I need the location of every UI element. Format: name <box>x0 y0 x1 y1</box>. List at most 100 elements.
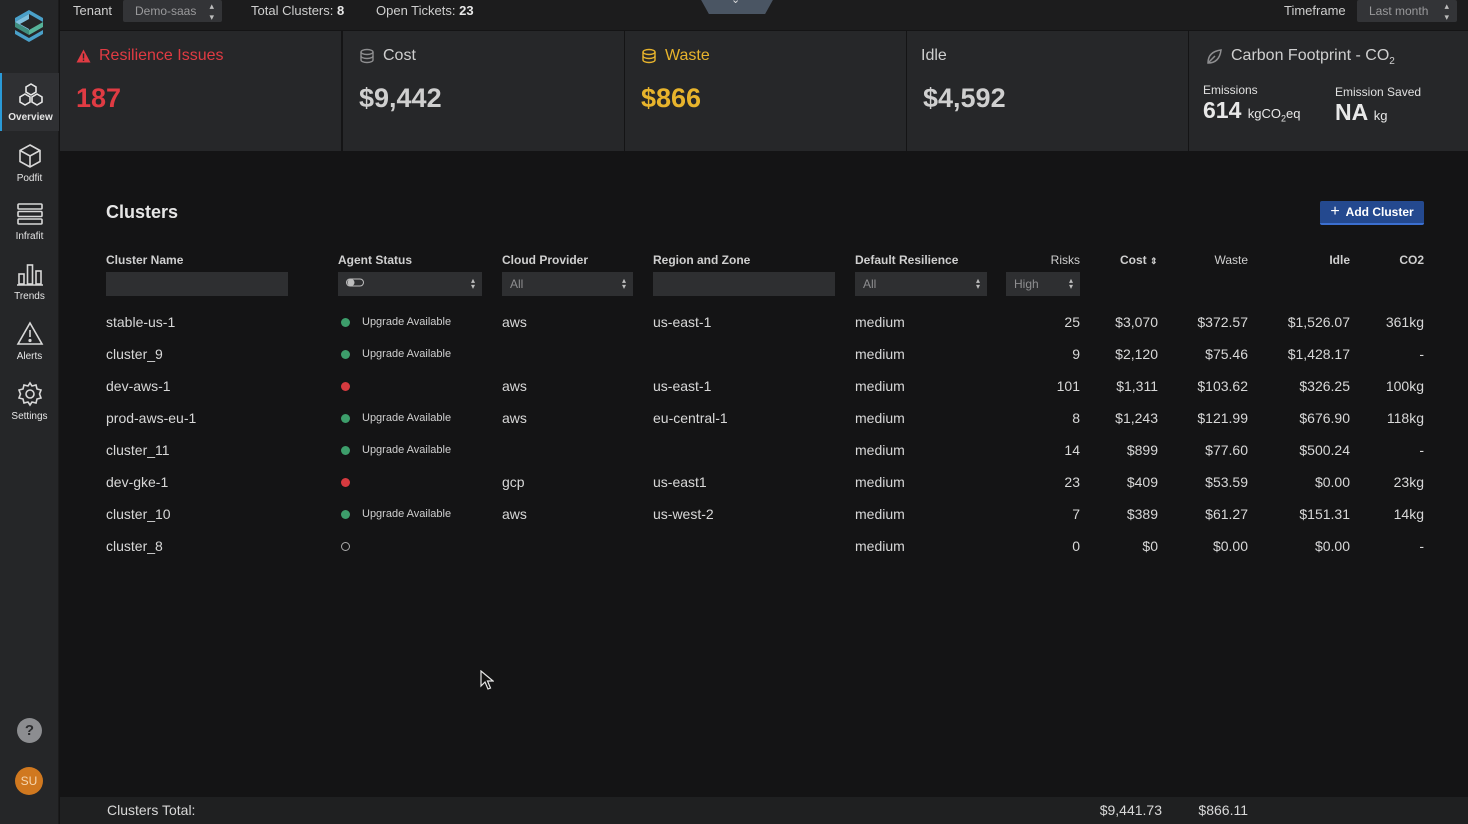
table-row[interactable]: cluster_8 medium 0 $0 $0.00 $0.00 - <box>0 530 1468 562</box>
cost: $0 <box>1142 538 1158 554</box>
collapse-tab[interactable]: ⌄ <box>700 0 774 14</box>
plus-icon: + <box>1330 203 1340 220</box>
clusters-total-bar: Clusters Total: $9,441.73 $866.11 <box>60 797 1468 824</box>
resilience-filter[interactable]: All ▴ ▾ <box>855 272 987 296</box>
sidebar-item-alerts[interactable]: Alerts <box>0 312 59 370</box>
kpi-idle-card[interactable]: Idle $4,592 <box>907 31 1188 151</box>
risks-filter[interactable]: High ▴ ▾ <box>1006 272 1080 296</box>
sidebar-item-overview[interactable]: Overview <box>0 73 59 131</box>
header-cloud-provider[interactable]: Cloud Provider <box>502 253 589 267</box>
sidebar-item-podfit[interactable]: Podfit <box>0 134 59 192</box>
agent-status-filter[interactable]: ▴ ▾ <box>338 272 482 296</box>
tenant-select-value: Demo-saas <box>135 4 197 18</box>
kpi-idle-value: $4,592 <box>923 83 1006 113</box>
waste: $103.62 <box>1197 378 1248 394</box>
cluster-name[interactable]: cluster_10 <box>106 506 171 522</box>
table-row[interactable]: stable-us-1 Upgrade Available aws us-east-1… <box>0 306 1468 338</box>
timeframe-select[interactable]: Last month ▴ ▾ <box>1357 0 1457 22</box>
resilience: medium <box>855 538 905 554</box>
avatar[interactable]: SU <box>15 767 43 795</box>
risks[interactable]: 7 <box>1072 506 1080 522</box>
sidebar-item-settings[interactable]: Settings <box>0 372 59 430</box>
kpi-waste-card[interactable]: Waste $866 <box>625 31 906 151</box>
warning-icon <box>16 321 43 345</box>
cloud-provider: aws <box>502 314 527 330</box>
timeframe-select-value: Last month <box>1369 4 1429 18</box>
tenant-select[interactable]: Demo-saas ▴ ▾ <box>123 0 222 22</box>
agent-status-text: Upgrade Available <box>362 316 452 328</box>
clusters-total-waste: $866.11 <box>1198 802 1248 818</box>
kpi-cost-card[interactable]: Cost $9,442 <box>343 31 624 151</box>
table-row[interactable]: prod-aws-eu-1 Upgrade Available aws eu-cent… <box>0 402 1468 434</box>
risks[interactable]: 25 <box>1064 314 1080 330</box>
header-cost[interactable]: Cost ⇕ <box>1120 253 1158 267</box>
kpi-title: Waste <box>641 47 710 65</box>
sidebar-item-infrafit[interactable]: Infrafit <box>0 192 59 250</box>
cluster-name[interactable]: prod-aws-eu-1 <box>106 410 197 426</box>
risks[interactable]: 9 <box>1072 346 1080 362</box>
risks[interactable]: 23 <box>1064 474 1080 490</box>
risks[interactable]: 14 <box>1064 442 1080 458</box>
risks[interactable]: 8 <box>1072 410 1080 426</box>
total-clusters-value: 8 <box>337 3 345 18</box>
cost: $899 <box>1126 442 1158 458</box>
timeframe-label: Timeframe <box>1284 3 1346 18</box>
topbar: Tenant Demo-saas ▴ ▾ Total Clusters: 8 Op… <box>60 0 1468 30</box>
header-co2[interactable]: CO2 <box>1399 253 1424 267</box>
cloud-provider-filter[interactable]: All ▴ ▾ <box>502 272 633 296</box>
resilience: medium <box>855 346 905 362</box>
sidebar-item-label: Overview <box>8 112 53 123</box>
risks-filter-value: High <box>1014 277 1039 291</box>
cost: $1,243 <box>1115 410 1158 426</box>
help-button[interactable]: ? <box>17 718 42 743</box>
cluster-name[interactable]: cluster_11 <box>106 442 170 458</box>
cube-icon <box>18 144 41 168</box>
co2: - <box>1419 538 1424 554</box>
cluster-name[interactable]: cluster_9 <box>106 346 163 362</box>
cluster-name[interactable]: stable-us-1 <box>106 314 176 330</box>
chevron-down-icon: ⌄ <box>731 0 741 6</box>
table-row[interactable]: cluster_10 Upgrade Available aws us-west-2 m… <box>0 498 1468 530</box>
cluster-name[interactable]: cluster_8 <box>106 538 163 554</box>
cost: $1,311 <box>1116 378 1158 394</box>
table-row[interactable]: cluster_9 Upgrade Available medium 9 $2,120 $… <box>0 338 1468 370</box>
risks[interactable]: 101 <box>1056 378 1080 394</box>
gear-icon <box>17 381 42 407</box>
header-waste[interactable]: Waste <box>1214 253 1248 267</box>
resilience: medium <box>855 442 905 458</box>
header-risks[interactable]: Risks <box>1050 253 1080 267</box>
resilience: medium <box>855 314 905 330</box>
table-row[interactable]: cluster_11 Upgrade Available medium 14 $899 $… <box>0 434 1468 466</box>
header-idle[interactable]: Idle <box>1329 253 1350 267</box>
kpi-waste-value: $866 <box>641 83 702 113</box>
kpi-carbon-card[interactable]: Carbon Footprint - CO2 Emissions 614 kgC… <box>1189 31 1468 151</box>
add-cluster-button[interactable]: + Add Cluster <box>1320 201 1424 225</box>
table-row[interactable]: dev-aws-1 aws us-east-1 medium 101 $1,311 $103… <box>0 370 1468 402</box>
coins-icon <box>642 48 656 64</box>
co2: 118kg <box>1386 410 1424 426</box>
cluster-name-filter[interactable] <box>106 272 288 296</box>
header-resilience[interactable]: Default Resilience <box>855 253 959 267</box>
agent-status-text: Upgrade Available <box>362 444 452 456</box>
kpi-title: Resilience Issues <box>76 47 224 65</box>
header-region[interactable]: Region and Zone <box>653 253 751 267</box>
header-cluster-name[interactable]: Cluster Name <box>106 253 184 267</box>
region: us-east-1 <box>653 314 712 330</box>
kpi-title: Carbon Footprint - CO2 <box>1205 47 1395 67</box>
cluster-name[interactable]: dev-gke-1 <box>106 474 169 490</box>
resilience-filter-value: All <box>863 277 877 291</box>
risks[interactable]: 0 <box>1072 538 1080 554</box>
region: us-west-2 <box>653 506 714 522</box>
kpi-resilience-card[interactable]: Resilience Issues 187 <box>60 31 341 151</box>
select-arrows-icon: ▴ ▾ <box>975 276 980 291</box>
co2: 100kg <box>1385 378 1424 394</box>
toggle-icon <box>346 278 364 287</box>
region-filter[interactable] <box>653 272 835 296</box>
cluster-name[interactable]: dev-aws-1 <box>106 378 171 394</box>
kpi-title: Idle <box>921 47 947 65</box>
header-agent-status[interactable]: Agent Status <box>338 253 413 267</box>
logo-icon[interactable] <box>14 9 44 47</box>
sidebar-item-trends[interactable]: Trends <box>0 252 59 310</box>
kpi-resilience-title: Resilience Issues <box>99 47 224 64</box>
table-row[interactable]: dev-gke-1 gcp us-east1 medium 23 $409 $53.59 $0… <box>0 466 1468 498</box>
